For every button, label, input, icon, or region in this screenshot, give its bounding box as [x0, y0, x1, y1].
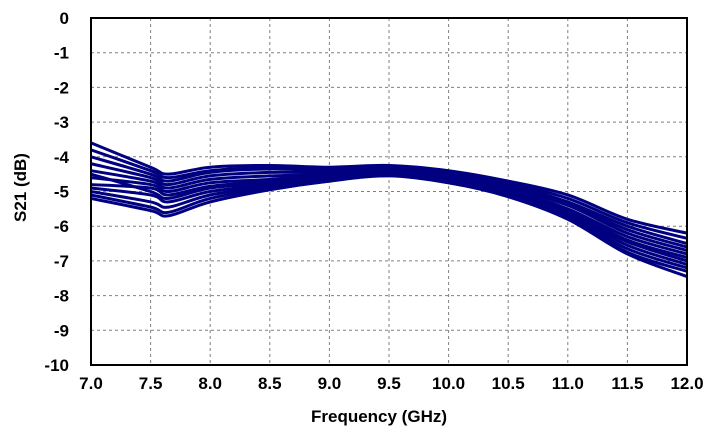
- y-tick-label: -8: [54, 287, 69, 306]
- y-tick-label: 0: [60, 9, 69, 28]
- y-tick-labels: 0 -1 -2 -3 -4 -5 -6 -7 -8 -9 -10: [44, 9, 69, 375]
- x-tick-label: 7.0: [79, 374, 103, 393]
- x-tick-label: 10.5: [492, 374, 525, 393]
- x-tick-label: 11.5: [611, 374, 643, 393]
- x-tick-label: 10.0: [432, 374, 465, 393]
- x-axis-title: Frequency (GHz): [311, 407, 447, 426]
- x-tick-label: 9.5: [377, 374, 401, 393]
- y-tick-label: -2: [54, 78, 69, 97]
- x-tick-label: 11.0: [552, 374, 584, 393]
- y-tick-label: -7: [54, 252, 69, 271]
- x-tick-label: 9.0: [318, 374, 342, 393]
- y-tick-label: -9: [54, 321, 69, 340]
- y-tick-label: -3: [54, 113, 69, 132]
- y-tick-label: -1: [54, 44, 69, 63]
- y-tick-label: -10: [44, 356, 69, 375]
- plot-area-frame: [90, 17, 688, 366]
- series-line-12: [90, 174, 688, 278]
- series-lines: [90, 141, 688, 278]
- series-line-7: [90, 169, 688, 259]
- y-tick-label: -6: [54, 217, 69, 236]
- y-axis-title: S21 (dB): [11, 153, 30, 222]
- series-line-3: [90, 155, 688, 245]
- series-line-9: [90, 170, 688, 266]
- y-tick-label: -4: [54, 148, 70, 167]
- x-tick-labels: 7.0 7.5 8.0 8.5 9.0 9.5 10.0 10.5 11.0 11.5 12.0: [79, 374, 703, 393]
- x-tick-label: 8.0: [198, 374, 222, 393]
- series-line-1: [90, 141, 688, 235]
- x-tick-label: 8.5: [258, 374, 282, 393]
- x-tick-label: 7.5: [139, 374, 163, 393]
- x-tick-label: 12.0: [670, 374, 703, 393]
- y-tick-label: -5: [54, 183, 69, 202]
